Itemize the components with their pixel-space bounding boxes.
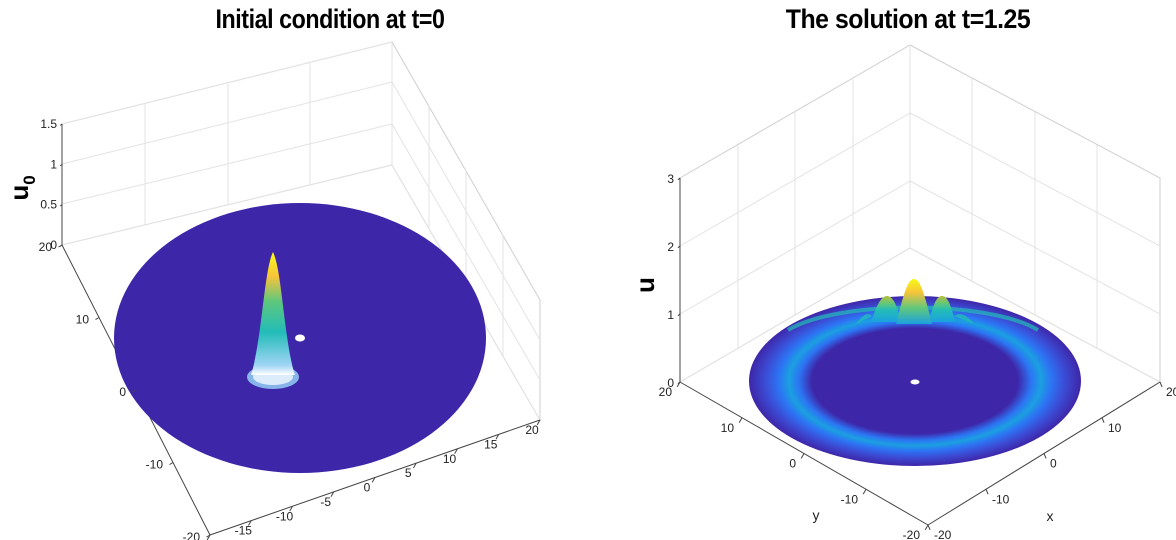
left-z-tick-label: 1.5 bbox=[40, 117, 57, 131]
right-y-tick-mark bbox=[676, 381, 681, 388]
right-y-tick-label: 20 bbox=[659, 385, 673, 399]
right-x-axis-label: x bbox=[1047, 508, 1054, 524]
right-z-tick-label: 1 bbox=[667, 308, 674, 322]
left-z-tick-label: 0.5 bbox=[40, 198, 57, 212]
left-x-tick-mark bbox=[495, 434, 500, 440]
left-x-tick-label: -5 bbox=[320, 495, 331, 509]
left-center-hole bbox=[295, 334, 305, 342]
right-x-tick-label: 0 bbox=[1050, 457, 1057, 471]
left-x-tick-label: -15 bbox=[235, 524, 253, 538]
left-x-tick-mark bbox=[371, 477, 376, 483]
left-y-tick-label: -10 bbox=[146, 458, 164, 472]
left-y-tick-label: 0 bbox=[119, 385, 126, 399]
right-plot-title: The solution at t=1.25 bbox=[785, 4, 1031, 34]
right-y-tick-label: 0 bbox=[789, 457, 796, 471]
left-x-tick-mark bbox=[536, 419, 541, 426]
right-z-tick-mark bbox=[677, 313, 681, 317]
left-x-tick-mark bbox=[289, 506, 293, 512]
right-x-tick-label: -10 bbox=[992, 492, 1010, 506]
left-x-tick-mark bbox=[206, 534, 211, 540]
right-x-tick-label: 10 bbox=[1108, 421, 1122, 435]
right-x-tick-mark bbox=[927, 524, 931, 531]
left-y-tick-label: 20 bbox=[39, 240, 53, 254]
right-x-tick-mark bbox=[1159, 381, 1163, 388]
left-z-tick-mark bbox=[59, 123, 63, 126]
right-plot-panel: The solution at t=1.25 bbox=[588, 0, 1176, 540]
left-x-tick-mark bbox=[413, 462, 417, 469]
left-z-tick-label: 1 bbox=[50, 157, 57, 171]
right-z-tick-label: 2 bbox=[667, 240, 674, 254]
left-peak bbox=[247, 252, 299, 389]
right-z-tick-label: 3 bbox=[667, 172, 674, 186]
left-x-tick-label: 0 bbox=[364, 481, 371, 495]
right-peaks bbox=[856, 279, 974, 324]
left-x-tick-label: 15 bbox=[484, 437, 498, 451]
right-z-tick-mark bbox=[677, 177, 681, 181]
left-y-tick-mark bbox=[132, 389, 137, 393]
right-y-tick-label: 10 bbox=[721, 421, 735, 435]
right-x-tick-mark bbox=[985, 489, 989, 495]
left-x-tick-label: -20 bbox=[193, 538, 211, 540]
left-z-axis-label: u0 bbox=[4, 175, 39, 200]
left-y-tick-mark bbox=[169, 462, 174, 466]
right-y-tick-mark bbox=[800, 453, 805, 459]
right-z-tick-label: 0 bbox=[667, 376, 674, 390]
right-z-tick-mark bbox=[677, 245, 681, 249]
right-y-tick-label: -20 bbox=[903, 528, 921, 540]
right-y-tick-label: -10 bbox=[841, 492, 859, 506]
right-x-tick-label: 20 bbox=[1166, 385, 1176, 399]
right-surface-plot: 0 1 2 3 -20 -10 0 10 20 -20 -10 0 10 20 u y x bbox=[630, 44, 1176, 540]
right-x-tick-label: -20 bbox=[934, 528, 952, 540]
left-y-tick-mark bbox=[95, 317, 100, 321]
left-z-tick-mark bbox=[59, 204, 63, 207]
right-y-tick-mark bbox=[862, 489, 867, 495]
right-y-tick-mark bbox=[738, 417, 743, 423]
left-x-tick-label: -10 bbox=[276, 509, 294, 523]
right-y-tick-mark bbox=[924, 524, 929, 531]
right-x-tick-mark bbox=[1101, 417, 1105, 423]
left-x-tick-mark bbox=[248, 520, 252, 526]
right-y-axis-label: y bbox=[813, 507, 820, 523]
left-y-tick-label: 10 bbox=[76, 313, 90, 327]
left-x-tick-label: 20 bbox=[525, 423, 539, 437]
left-x-tick-mark bbox=[330, 491, 335, 498]
left-x-tick-label: 10 bbox=[443, 452, 457, 466]
right-z-axis-label: u bbox=[630, 277, 660, 293]
right-x-tick-mark bbox=[1043, 453, 1047, 459]
right-center-hole bbox=[910, 379, 920, 385]
left-surface-plot: 0 0.5 1 1.5 -20 -10 0 10 20 -20 -15 -10 -5 0 5 10 15 20… bbox=[4, 41, 541, 540]
left-x-tick-label: 5 bbox=[405, 466, 412, 480]
left-y-tick-label: -20 bbox=[183, 530, 201, 540]
left-plot-title: Initial condition at t=0 bbox=[215, 4, 445, 34]
left-y-tick-mark bbox=[58, 244, 63, 248]
left-z-tick-label: 0 bbox=[50, 238, 57, 252]
left-plot-panel: Initial condition at t=0 bbox=[4, 4, 541, 540]
left-z-tick-mark bbox=[59, 163, 63, 167]
left-x-tick-mark bbox=[454, 448, 458, 454]
